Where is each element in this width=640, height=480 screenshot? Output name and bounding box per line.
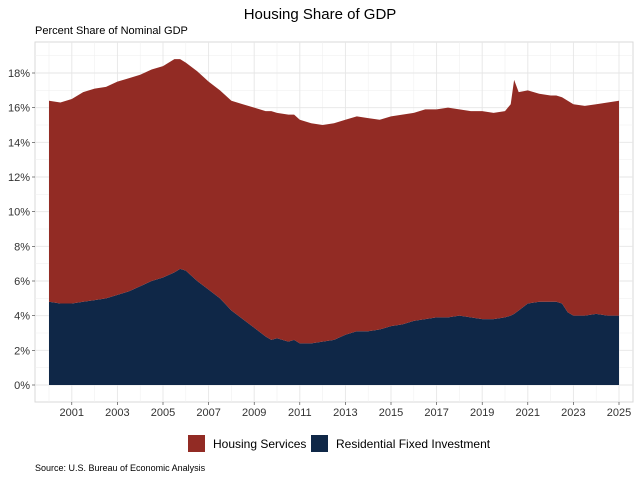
y-tick-label: 10% [8,207,30,219]
x-tick-label: 2023 [561,407,585,419]
x-tick-label: 2025 [607,407,631,419]
x-axis: 2001 2003 2005 2007 2009 2011 2013 2015 2017 2019… [60,402,631,419]
chart-title: Housing Share of GDP [244,6,397,23]
area-housing-services [49,59,619,344]
y-tick-label: 16% [8,103,30,115]
legend: Housing Services Residential Fixed Inves… [188,435,491,452]
source-caption: Source: U.S. Bureau of Economic Analysis [35,463,206,473]
y-tick-label: 12% [8,172,30,184]
area-series [49,59,619,385]
legend-label-housing-services: Housing Services [213,437,306,451]
x-tick-label: 2019 [470,407,494,419]
legend-label-residential-fixed-investment: Residential Fixed Investment [336,437,491,451]
x-tick-label: 2013 [333,407,357,419]
x-tick-label: 2009 [242,407,266,419]
y-tick-label: 6% [14,276,30,288]
y-tick-label: 8% [14,241,30,253]
legend-swatch-housing-services [188,435,205,452]
x-tick-label: 2017 [424,407,448,419]
x-tick-label: 2011 [288,407,312,419]
x-tick-label: 2001 [60,407,84,419]
y-axis: 0% 2% 4% 6% 8% 10% 12% 14% 16% 18% [8,68,35,392]
x-tick-label: 2007 [196,407,220,419]
y-tick-label: 0% [14,380,30,392]
y-tick-label: 2% [14,345,30,357]
x-tick-label: 2003 [105,407,129,419]
area-residential-fixed-investment [49,268,619,385]
legend-swatch-residential-fixed-investment [311,435,328,452]
y-tick-label: 4% [14,311,30,323]
x-tick-label: 2015 [379,407,403,419]
y-tick-label: 18% [8,68,30,80]
x-tick-label: 2021 [516,407,540,419]
chart-subtitle: Percent Share of Nominal GDP [35,25,188,37]
y-tick-label: 14% [8,137,30,149]
x-tick-label: 2005 [151,407,175,419]
